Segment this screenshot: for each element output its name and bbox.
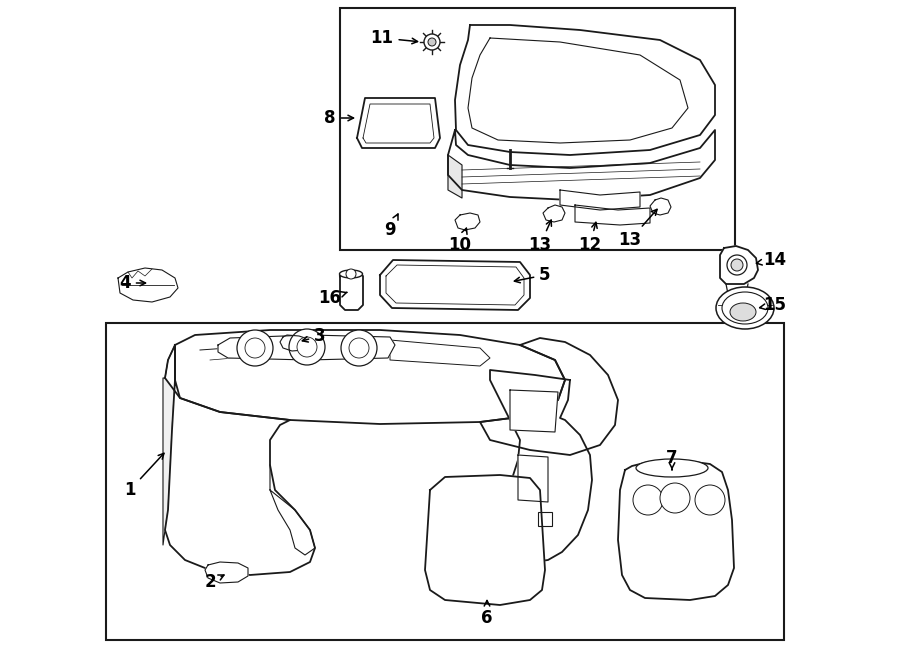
- Text: 11: 11: [371, 29, 418, 47]
- Polygon shape: [560, 190, 640, 210]
- Text: 2: 2: [204, 573, 224, 591]
- Text: 10: 10: [448, 228, 472, 254]
- Polygon shape: [448, 155, 462, 198]
- Polygon shape: [575, 205, 650, 225]
- Circle shape: [695, 485, 725, 515]
- Circle shape: [424, 34, 440, 50]
- Polygon shape: [280, 335, 310, 351]
- Circle shape: [727, 255, 747, 275]
- Text: 4: 4: [119, 274, 146, 292]
- Ellipse shape: [636, 459, 708, 477]
- Bar: [538, 512, 552, 526]
- Polygon shape: [480, 338, 618, 455]
- Polygon shape: [163, 345, 175, 545]
- Circle shape: [633, 485, 663, 515]
- Circle shape: [731, 259, 743, 271]
- Text: 5: 5: [515, 266, 551, 284]
- Polygon shape: [425, 475, 545, 605]
- Ellipse shape: [339, 270, 363, 278]
- Circle shape: [297, 337, 317, 357]
- Text: 13: 13: [528, 220, 552, 254]
- Text: 13: 13: [618, 210, 657, 249]
- Polygon shape: [165, 345, 315, 575]
- Text: 7: 7: [666, 449, 678, 470]
- Polygon shape: [218, 335, 395, 360]
- Polygon shape: [165, 330, 565, 424]
- Circle shape: [428, 38, 436, 46]
- Polygon shape: [490, 370, 592, 562]
- Text: 1: 1: [124, 453, 164, 499]
- Polygon shape: [340, 272, 363, 310]
- Bar: [340, 8, 735, 250]
- Polygon shape: [357, 98, 440, 148]
- Polygon shape: [510, 390, 558, 432]
- Circle shape: [341, 330, 377, 366]
- Circle shape: [346, 269, 356, 279]
- Polygon shape: [518, 455, 548, 502]
- Polygon shape: [455, 213, 480, 230]
- Text: 8: 8: [324, 109, 354, 127]
- Text: 3: 3: [302, 327, 326, 345]
- Ellipse shape: [716, 287, 774, 329]
- Polygon shape: [543, 205, 565, 222]
- Polygon shape: [380, 260, 530, 310]
- Ellipse shape: [730, 303, 756, 321]
- Bar: [106, 323, 784, 640]
- Text: 6: 6: [482, 600, 493, 627]
- Text: 15: 15: [760, 296, 787, 314]
- Polygon shape: [205, 562, 248, 583]
- Text: 16: 16: [319, 289, 347, 307]
- Polygon shape: [720, 246, 758, 284]
- Polygon shape: [650, 198, 671, 215]
- Circle shape: [245, 338, 265, 358]
- Polygon shape: [118, 268, 178, 302]
- Circle shape: [289, 329, 325, 365]
- Polygon shape: [455, 25, 715, 155]
- Text: 12: 12: [579, 222, 601, 254]
- Polygon shape: [448, 130, 715, 200]
- Circle shape: [349, 338, 369, 358]
- Ellipse shape: [722, 292, 768, 324]
- Text: 14: 14: [756, 251, 787, 269]
- Circle shape: [660, 483, 690, 513]
- Circle shape: [237, 330, 273, 366]
- Polygon shape: [618, 460, 734, 600]
- Text: 9: 9: [384, 214, 398, 239]
